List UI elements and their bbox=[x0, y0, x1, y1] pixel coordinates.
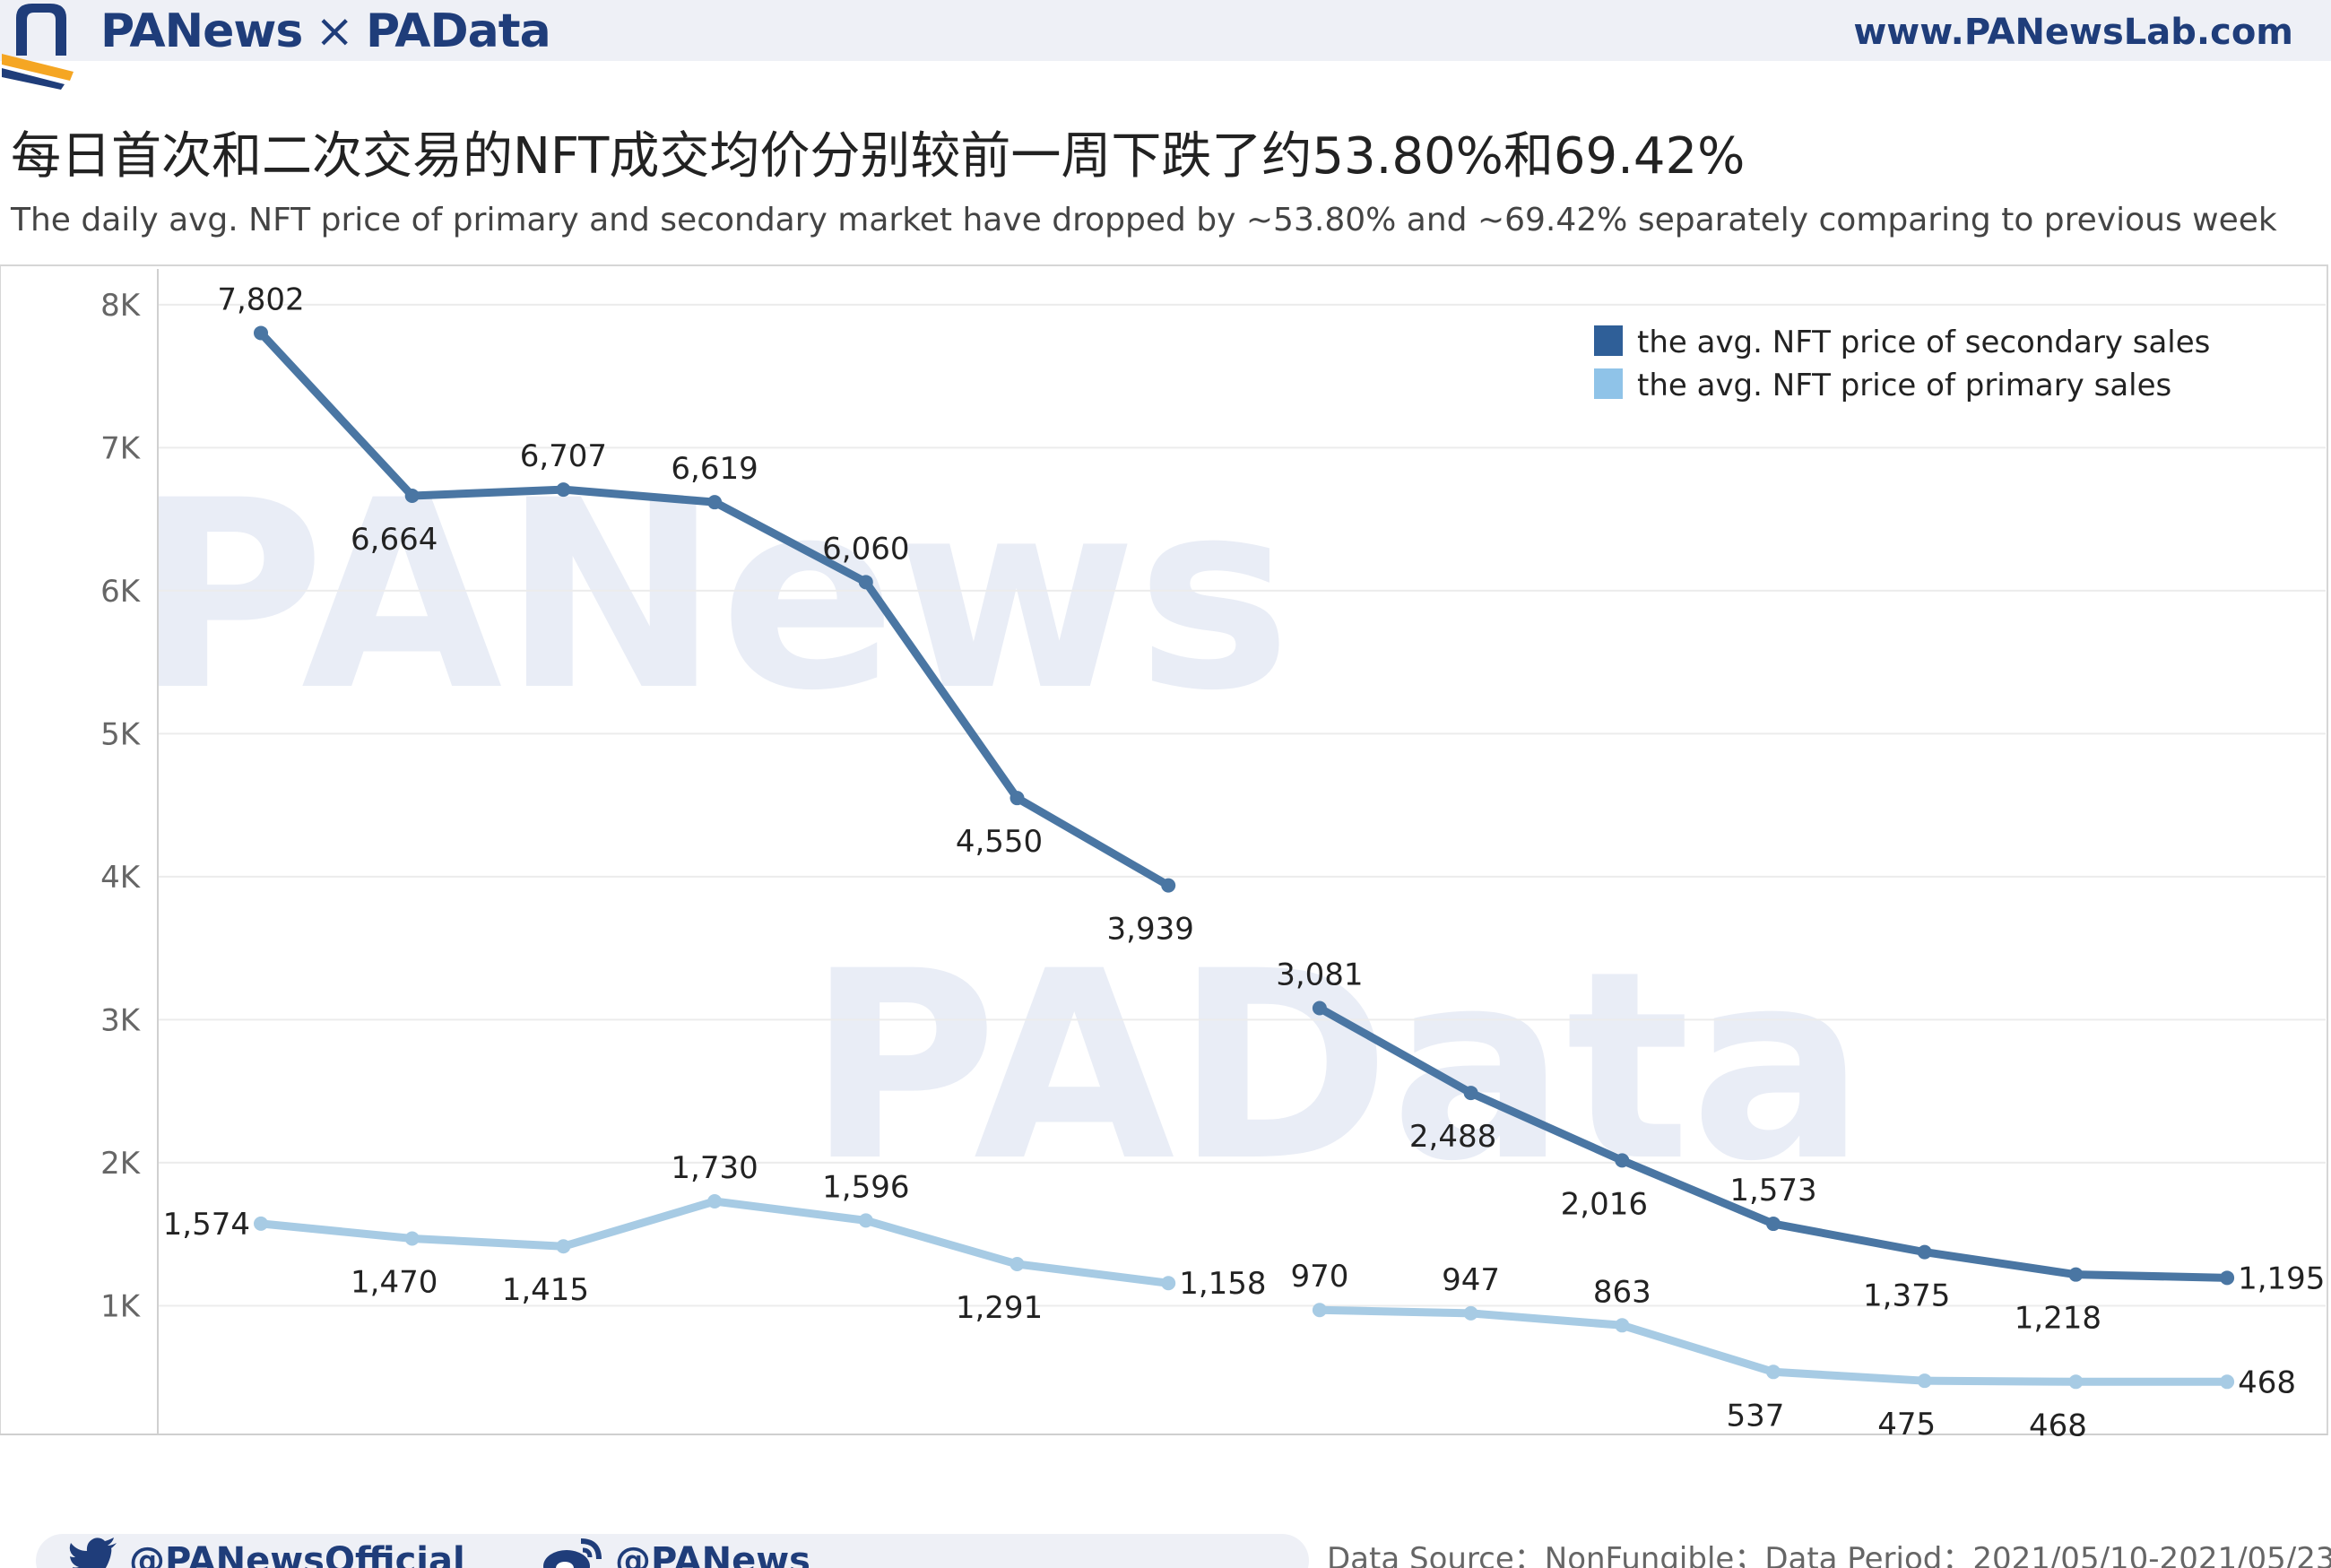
data-point[interactable] bbox=[556, 1239, 571, 1254]
data-label: 2,016 bbox=[1561, 1186, 1648, 1222]
y-tick-label: 4K bbox=[100, 860, 142, 896]
y-tick-label: 2K bbox=[100, 1146, 142, 1182]
y-tick-label: 3K bbox=[100, 1002, 142, 1038]
data-label: 2,488 bbox=[1409, 1119, 1496, 1155]
data-label: 4,550 bbox=[956, 824, 1043, 860]
data-point[interactable] bbox=[404, 1231, 420, 1246]
data-point[interactable] bbox=[254, 325, 268, 341]
data-label: 6,707 bbox=[520, 438, 607, 474]
data-source-note: Data Source：NonFungible；Data Period：2021… bbox=[1327, 1541, 2331, 1568]
data-point[interactable] bbox=[1615, 1153, 1630, 1168]
data-point[interactable] bbox=[404, 488, 420, 503]
data-point[interactable] bbox=[1917, 1373, 1932, 1389]
data-label: 1,218 bbox=[2015, 1301, 2101, 1337]
data-point[interactable] bbox=[2220, 1270, 2235, 1286]
legend-label: the avg. NFT price of secondary sales bbox=[1637, 325, 2210, 360]
data-point[interactable] bbox=[1766, 1217, 1781, 1232]
data-point[interactable] bbox=[707, 1194, 723, 1208]
data-label: 3,939 bbox=[1107, 912, 1194, 948]
brand-panews: PANews bbox=[100, 4, 303, 58]
data-point[interactable] bbox=[2220, 1374, 2235, 1390]
brand-padata: PAData bbox=[365, 4, 551, 58]
twitter-handle[interactable]: @PANewsOfficial bbox=[129, 1540, 465, 1568]
data-point[interactable] bbox=[254, 1216, 268, 1231]
data-point[interactable] bbox=[1615, 1318, 1630, 1333]
data-label: 1,415 bbox=[502, 1272, 589, 1308]
data-point[interactable] bbox=[1010, 791, 1025, 806]
data-point[interactable] bbox=[1463, 1305, 1478, 1321]
data-point[interactable] bbox=[2068, 1267, 2084, 1282]
data-point[interactable] bbox=[858, 575, 873, 590]
data-label: 468 bbox=[2238, 1364, 2296, 1400]
footer-social-pill bbox=[36, 1534, 1309, 1568]
data-point[interactable] bbox=[1917, 1244, 1932, 1260]
brand-title: PANews × PAData bbox=[100, 2, 551, 61]
y-tick-label: 7K bbox=[100, 430, 142, 466]
site-url-link[interactable]: www.PANewsLab.com bbox=[1853, 12, 2293, 53]
data-label: 1,573 bbox=[1729, 1173, 1816, 1208]
data-point[interactable] bbox=[858, 1213, 873, 1228]
header-bar bbox=[0, 0, 2331, 61]
data-point[interactable] bbox=[1463, 1086, 1478, 1101]
y-tick-label: 6K bbox=[100, 574, 142, 610]
watermark-padata: PAData bbox=[807, 916, 1866, 1218]
footer: @PANewsOfficial @PANews Data Source：NonF… bbox=[0, 1529, 2331, 1568]
watermark-panews: PANews bbox=[134, 446, 1291, 748]
data-label: 1,158 bbox=[1179, 1266, 1266, 1302]
data-label: 537 bbox=[1727, 1398, 1785, 1434]
twitter-icon bbox=[69, 1538, 117, 1568]
data-point[interactable] bbox=[1312, 1303, 1327, 1318]
data-label: 1,470 bbox=[351, 1264, 438, 1300]
chart-title-zh: 每日首次和二次交易的NFT成交均价分别较前一周下跌了约53.80%和69.42% bbox=[11, 127, 1746, 186]
brand-separator: × bbox=[315, 4, 354, 58]
data-label: 1,375 bbox=[1863, 1278, 1950, 1314]
data-point[interactable] bbox=[1010, 1257, 1025, 1272]
data-label: 1,730 bbox=[671, 1150, 758, 1186]
data-label: 6,664 bbox=[351, 522, 438, 558]
data-label: 475 bbox=[1877, 1407, 1936, 1442]
data-label: 468 bbox=[2029, 1408, 2087, 1443]
data-label: 1,574 bbox=[163, 1207, 250, 1243]
data-point[interactable] bbox=[1161, 1276, 1176, 1291]
legend-label: the avg. NFT price of primary sales bbox=[1637, 368, 2171, 403]
data-label: 1,596 bbox=[822, 1169, 909, 1205]
data-point[interactable] bbox=[707, 495, 723, 510]
data-label: 947 bbox=[1442, 1262, 1500, 1298]
data-label: 970 bbox=[1290, 1259, 1348, 1295]
data-point[interactable] bbox=[1161, 878, 1176, 893]
y-tick-label: 8K bbox=[100, 288, 142, 324]
data-label: 7,802 bbox=[217, 282, 304, 317]
y-tick-label: 1K bbox=[100, 1288, 142, 1324]
weibo-icon bbox=[543, 1538, 602, 1568]
data-label: 3,081 bbox=[1276, 957, 1363, 993]
data-point[interactable] bbox=[556, 482, 571, 498]
data-point[interactable] bbox=[1766, 1364, 1781, 1380]
data-label: 1,195 bbox=[2238, 1260, 2325, 1296]
chart-subtitle-en: The daily avg. NFT price of primary and … bbox=[11, 202, 2277, 238]
data-label: 6,619 bbox=[671, 451, 758, 487]
data-point[interactable] bbox=[1312, 1001, 1327, 1016]
data-label: 1,291 bbox=[956, 1290, 1043, 1326]
y-tick-label: 5K bbox=[100, 716, 142, 752]
weibo-handle[interactable]: @PANews bbox=[615, 1540, 810, 1568]
panews-logo-icon bbox=[2, 4, 74, 90]
data-label: 6,060 bbox=[822, 531, 909, 567]
data-label: 863 bbox=[1593, 1274, 1651, 1310]
legend-swatch bbox=[1594, 368, 1623, 399]
legend-swatch bbox=[1594, 325, 1623, 356]
data-point[interactable] bbox=[2068, 1374, 2084, 1390]
